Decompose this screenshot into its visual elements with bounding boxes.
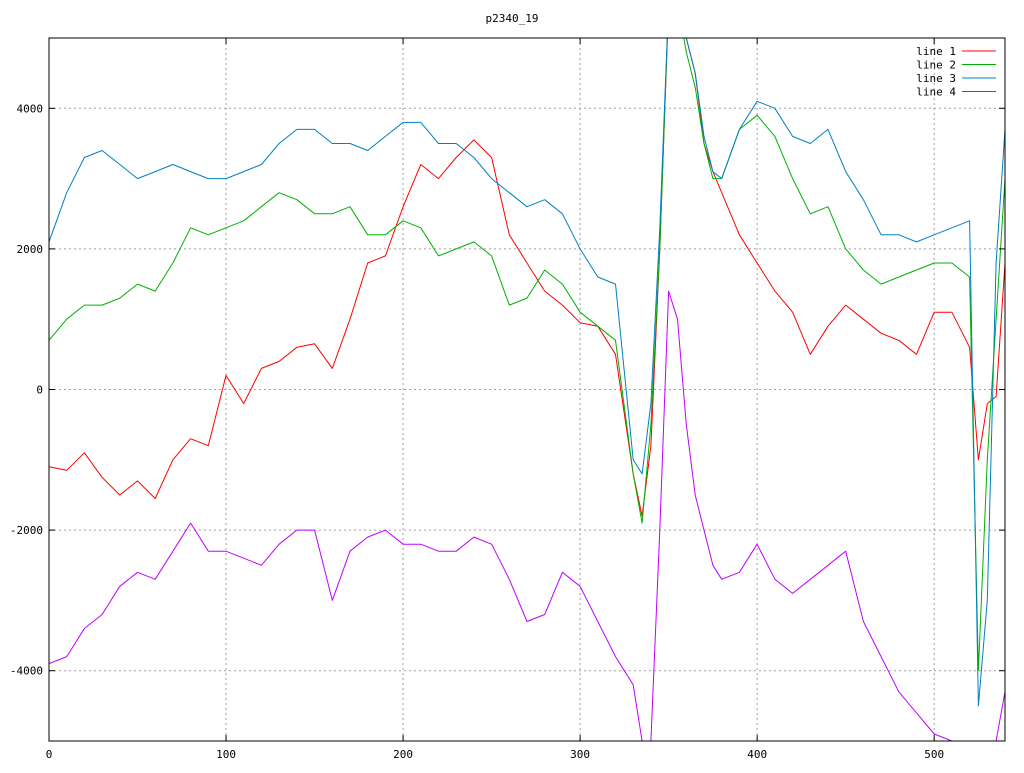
axes: 0 100 200 300 400 500 -4000 -2000 0 2000 4000: [10, 37, 1006, 761]
legend-label-3: line 3: [916, 72, 956, 85]
series-line-1: [49, 38, 1005, 517]
x-tick-label: 300: [570, 748, 590, 761]
y-tick-label: 0: [36, 384, 43, 397]
x-tick-label: 400: [747, 748, 767, 761]
y-tick-label: 4000: [17, 102, 44, 115]
legend-label-2: line 2: [916, 59, 956, 72]
legend-label-4: line 4: [916, 86, 956, 99]
x-tick-label: 100: [216, 748, 236, 761]
x-tick-label: 0: [46, 748, 53, 761]
series-line-4: [49, 290, 1005, 741]
grid-lines: [49, 38, 1005, 741]
x-tick-label: 500: [924, 748, 944, 761]
series-line-3: [49, 38, 1005, 707]
series-line-2: [49, 38, 1005, 672]
y-tick-label: -4000: [10, 665, 43, 678]
y-tick-label: 2000: [17, 243, 44, 256]
plot-frame: [48, 37, 1006, 742]
y-tick-label: -2000: [10, 524, 43, 537]
chart-title: p2340_19: [486, 12, 539, 25]
legend-label-1: line 1: [916, 45, 956, 58]
series-lines: [49, 38, 1005, 741]
x-tick-label: 200: [393, 748, 413, 761]
